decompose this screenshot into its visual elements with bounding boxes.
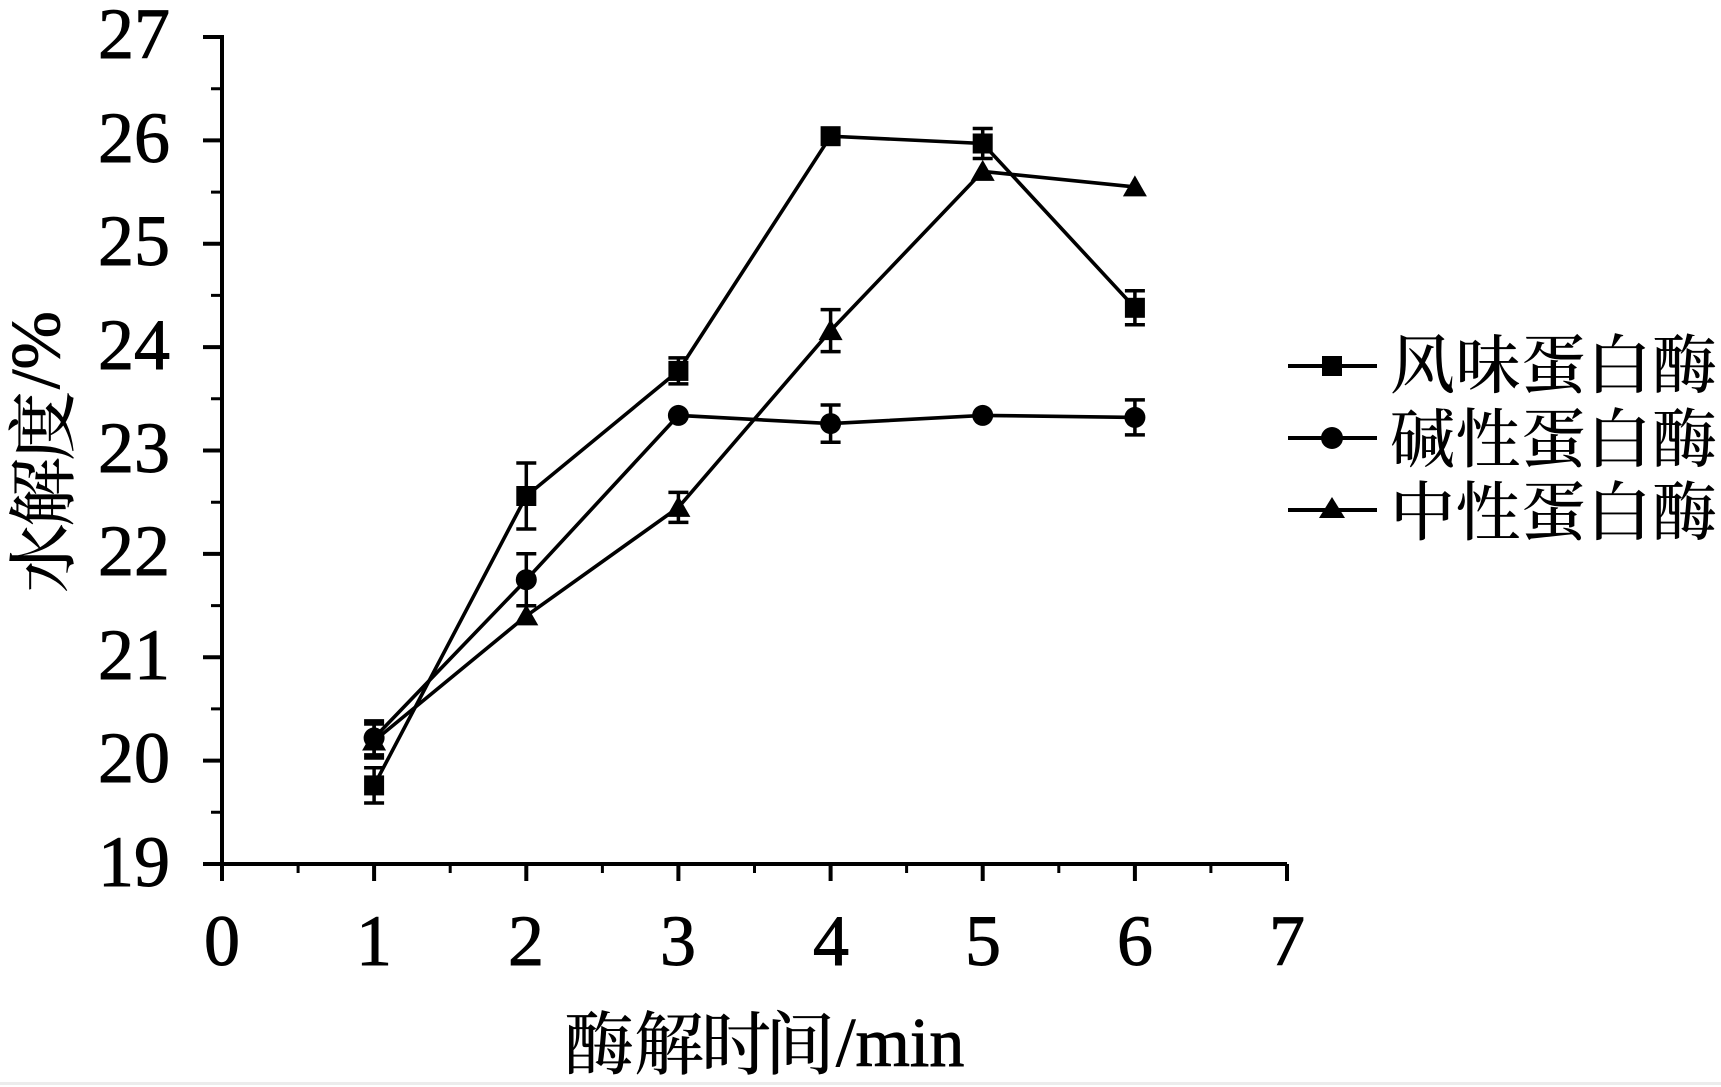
svg-text:26: 26 [98,98,170,178]
svg-text:24: 24 [98,305,170,385]
svg-text:/min: /min [836,1005,964,1082]
svg-text:0: 0 [204,901,240,981]
svg-text:22: 22 [98,511,170,591]
svg-text:2: 2 [508,901,544,981]
svg-text:25: 25 [98,201,170,281]
svg-text:21: 21 [98,615,170,695]
svg-text:27: 27 [98,0,170,74]
svg-text:6: 6 [1117,901,1153,981]
svg-text:23: 23 [98,408,170,488]
svg-text:19: 19 [98,822,170,902]
svg-text:5: 5 [965,901,1001,981]
svg-text:3: 3 [660,901,696,981]
svg-text:4: 4 [813,901,849,981]
svg-text:7: 7 [1269,901,1305,981]
svg-text:/%: /% [0,311,75,389]
svg-text:1: 1 [356,901,392,981]
svg-text:20: 20 [98,718,170,798]
